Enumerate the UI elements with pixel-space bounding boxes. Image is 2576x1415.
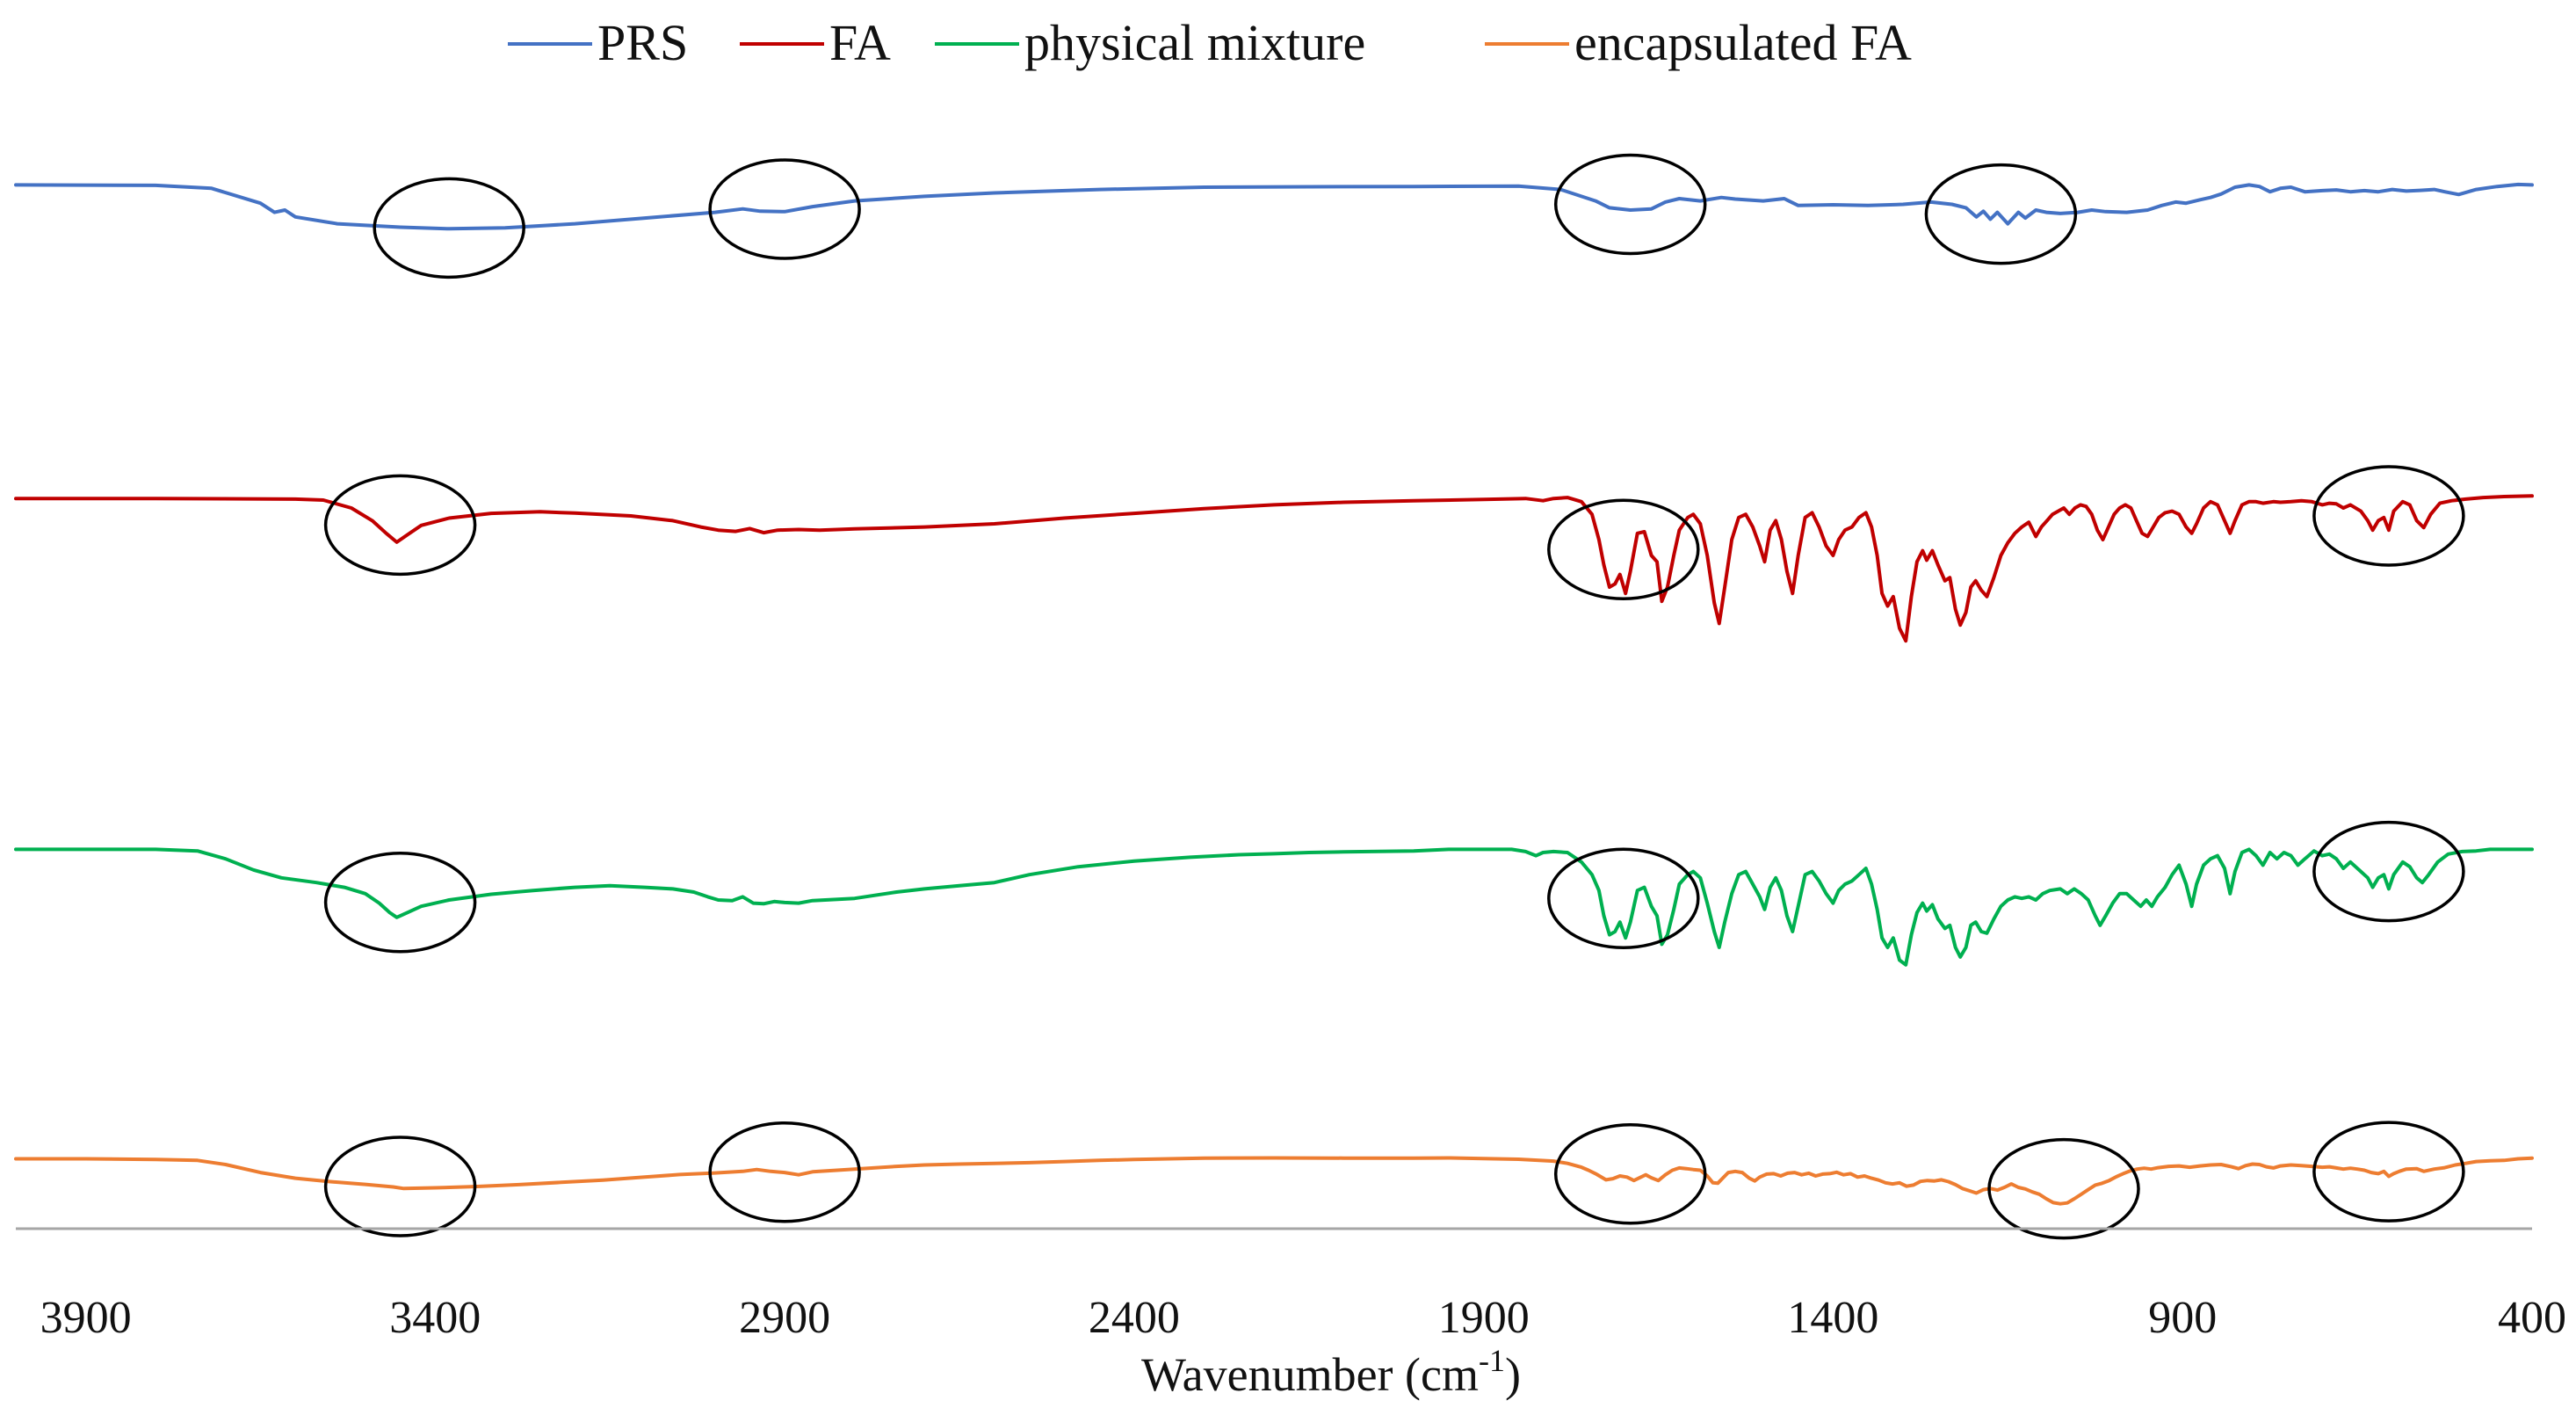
x-tick-label-2400: 2400 bbox=[1089, 1293, 1180, 1343]
annotation-circle-prs-0 bbox=[373, 177, 525, 279]
plot-area bbox=[14, 153, 2534, 1240]
series-line-prs bbox=[14, 182, 2534, 231]
annotation-circle-fa-5 bbox=[1547, 498, 1700, 600]
series-line-physical-mixture bbox=[14, 847, 2534, 967]
annotation-layer bbox=[323, 153, 2465, 1240]
x-tick-label-400: 400 bbox=[2498, 1293, 2566, 1343]
legend: PRS FA physical mixture encapsulated FA bbox=[508, 14, 1912, 71]
legend-item-encapsulated-fa: encapsulated FA bbox=[1485, 14, 1912, 71]
x-tick-labels: 3900 3400 2900 2400 1900 1400 900 400 bbox=[40, 1293, 2566, 1343]
x-axis-title-main: Wavenumber (cm bbox=[1141, 1348, 1479, 1401]
x-axis-title-tail: ) bbox=[1505, 1348, 1521, 1401]
legend-item-prs: PRS bbox=[508, 14, 688, 71]
x-tick-label-1400: 1400 bbox=[1787, 1293, 1878, 1343]
annotation-circle-prs-1 bbox=[708, 158, 861, 260]
legend-label-encapsulated-fa: encapsulated FA bbox=[1574, 14, 1912, 71]
annotation-circle-physical-mixture-8 bbox=[1547, 847, 1700, 949]
annotation-circle-physical-mixture-9 bbox=[2312, 820, 2465, 923]
x-axis-title: Wavenumber (cm-1) bbox=[1141, 1343, 1521, 1401]
x-axis-title-sup: -1 bbox=[1479, 1343, 1505, 1378]
legend-item-physical-mixture: physical mixture bbox=[935, 14, 1365, 71]
annotation-circle-encapsulated-fa-14 bbox=[2312, 1121, 2465, 1223]
series-line-encapsulated-fa bbox=[14, 1156, 2534, 1206]
legend-label-fa: FA bbox=[829, 14, 891, 71]
legend-item-fa: FA bbox=[740, 14, 891, 71]
x-tick-label-900: 900 bbox=[2148, 1293, 2217, 1343]
annotation-circle-encapsulated-fa-11 bbox=[708, 1121, 861, 1223]
legend-label-prs: PRS bbox=[597, 14, 688, 71]
series-layer bbox=[14, 182, 2534, 1206]
annotation-circle-prs-2 bbox=[1553, 153, 1707, 256]
annotation-circle-fa-4 bbox=[323, 474, 477, 577]
x-tick-label-3900: 3900 bbox=[40, 1293, 132, 1343]
annotation-circle-fa-6 bbox=[2312, 465, 2465, 567]
x-tick-label-3400: 3400 bbox=[389, 1293, 481, 1343]
annotation-circle-encapsulated-fa-12 bbox=[1553, 1122, 1707, 1225]
legend-label-physical-mixture: physical mixture bbox=[1024, 14, 1365, 71]
x-tick-label-1900: 1900 bbox=[1438, 1293, 1530, 1343]
annotation-circle-encapsulated-fa-13 bbox=[1987, 1137, 2140, 1240]
x-tick-label-2900: 2900 bbox=[739, 1293, 830, 1343]
annotation-circle-encapsulated-fa-10 bbox=[323, 1136, 477, 1237]
annotation-circle-prs-3 bbox=[1924, 163, 2078, 265]
annotation-circle-physical-mixture-7 bbox=[323, 851, 477, 954]
series-line-fa bbox=[14, 494, 2534, 643]
